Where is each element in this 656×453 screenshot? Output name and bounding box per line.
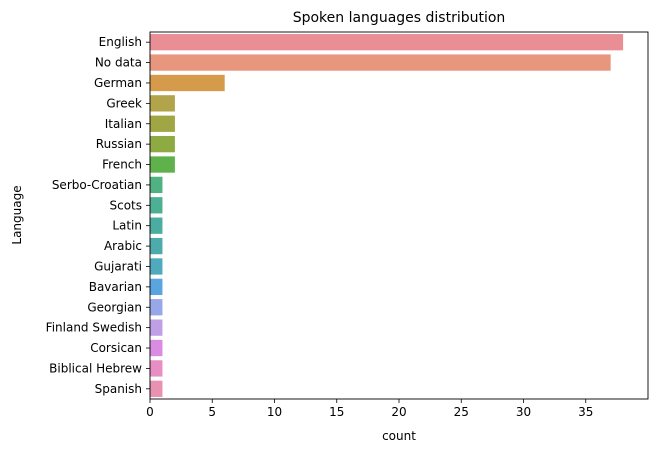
bar-greek	[150, 95, 175, 112]
bar-corsican	[150, 339, 163, 357]
y-tick-label: French	[102, 158, 142, 172]
y-tick-label: Bavarian	[89, 280, 142, 294]
y-tick-label: German	[94, 76, 142, 90]
y-tick-label: Scots	[109, 198, 142, 212]
y-tick-label: Serbo-Croatian	[52, 178, 142, 192]
bar-latin	[150, 217, 163, 234]
y-tick-label: Georgian	[87, 300, 142, 314]
y-tick-label: Corsican	[90, 341, 142, 355]
x-axis-label: count	[382, 429, 416, 443]
bar-german	[150, 74, 225, 92]
bar-russian	[150, 135, 175, 153]
bar-french	[150, 156, 175, 173]
y-tick-labels: English No data German Greek Italian Russian F…	[46, 35, 150, 396]
bar-gujarati	[150, 258, 163, 275]
y-tick-label: Gujarati	[94, 259, 142, 273]
y-tick-label: Greek	[106, 96, 142, 110]
bar-bavarian	[150, 278, 163, 296]
x-tick-label: 30	[516, 405, 531, 419]
x-tick-label: 15	[329, 405, 344, 419]
x-tick-label: 25	[454, 405, 469, 419]
x-ticks: 0 5 10 15 20 25 30 35	[146, 399, 593, 419]
bars-group	[150, 34, 624, 397]
y-tick-label: Latin	[112, 219, 142, 233]
bar-spanish	[150, 380, 163, 397]
bar-no-data	[150, 54, 611, 71]
y-tick-label: Spanish	[95, 382, 142, 396]
bar-english	[150, 34, 624, 51]
bar-finland-swedish	[150, 319, 163, 336]
bar-serbo-croatian	[150, 176, 163, 194]
y-tick-label: Arabic	[104, 239, 142, 253]
chart-title: Spoken languages distribution	[293, 10, 506, 26]
y-tick-label: English	[99, 35, 142, 49]
x-tick-label: 35	[578, 405, 593, 419]
bar-arabic	[150, 237, 163, 255]
x-tick-label: 0	[146, 405, 154, 419]
bar-italian	[150, 115, 175, 132]
y-tick-label: Finland Swedish	[46, 321, 142, 335]
bar-scots	[150, 197, 163, 214]
x-tick-label: 5	[208, 405, 216, 419]
y-tick-label: Biblical Hebrew	[49, 361, 142, 375]
y-axis-label: Language	[10, 185, 24, 244]
bar-biblical-hebrew	[150, 360, 163, 377]
x-tick-label: 10	[267, 405, 282, 419]
y-tick-label: Italian	[105, 117, 142, 131]
x-tick-label: 20	[391, 405, 406, 419]
y-tick-label: No data	[95, 56, 142, 70]
bar-georgian	[150, 299, 163, 316]
plot-frame	[149, 31, 649, 400]
y-tick-label: Russian	[96, 137, 142, 151]
